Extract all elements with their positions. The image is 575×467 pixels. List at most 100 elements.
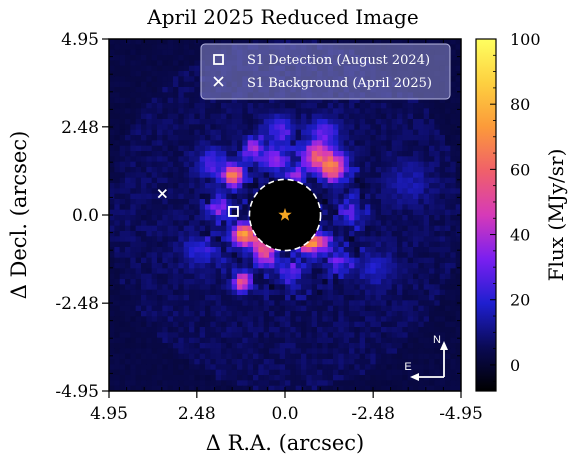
- heatmap-pixel: [423, 343, 430, 349]
- heatmap-pixel: [221, 327, 227, 333]
- heatmap-pixel: [381, 231, 387, 237]
- heatmap-pixel: [194, 188, 201, 195]
- heatmap-pixel: [215, 124, 222, 131]
- heatmap-pixel: [445, 273, 451, 280]
- heatmap-pixel: [375, 300, 382, 307]
- heatmap-pixel: [359, 193, 366, 200]
- heatmap-pixel: [381, 188, 387, 195]
- heatmap-pixel: [141, 76, 147, 83]
- heatmap-pixel: [253, 119, 259, 125]
- heatmap-pixel: [333, 183, 339, 189]
- heatmap-pixel: [114, 353, 121, 360]
- heatmap-pixel: [434, 295, 441, 301]
- heatmap-pixel: [343, 375, 350, 381]
- heatmap-pixel: [349, 279, 355, 285]
- heatmap-pixel: [210, 273, 217, 280]
- heatmap-pixel: [151, 167, 158, 173]
- heatmap-pixel: [429, 353, 435, 360]
- heatmap-pixel: [221, 295, 227, 301]
- heatmap-pixel: [109, 172, 115, 179]
- heatmap-pixel: [455, 375, 461, 381]
- heatmap-pixel: [423, 220, 430, 227]
- heatmap-pixel: [119, 225, 126, 232]
- heatmap-pixel: [450, 204, 457, 211]
- heatmap-pixel: [381, 129, 387, 136]
- heatmap-pixel: [418, 225, 425, 232]
- heatmap-pixel: [450, 119, 457, 125]
- heatmap-pixel: [109, 279, 115, 285]
- heatmap-pixel: [162, 172, 169, 179]
- compass-east-label: E: [404, 361, 411, 373]
- heatmap-pixel: [429, 167, 435, 173]
- heatmap-pixel: [130, 263, 137, 269]
- heatmap-pixel: [109, 81, 115, 88]
- heatmap-pixel: [205, 273, 211, 280]
- heatmap-pixel: [311, 183, 318, 189]
- heatmap-pixel: [343, 268, 350, 275]
- heatmap-pixel: [402, 343, 409, 349]
- heatmap-pixel: [258, 108, 265, 115]
- heatmap-pixel: [338, 135, 345, 141]
- heatmap-pixel: [311, 140, 318, 147]
- heatmap-pixel: [178, 183, 185, 189]
- heatmap-pixel: [413, 204, 419, 211]
- heatmap-pixel: [183, 81, 190, 88]
- heatmap-pixel: [333, 369, 339, 376]
- heatmap-pixel: [295, 247, 302, 253]
- heatmap-pixel: [413, 348, 419, 355]
- heatmap-pixel: [327, 225, 334, 232]
- heatmap-pixel: [274, 289, 281, 296]
- heatmap-pixel: [258, 337, 265, 344]
- heatmap-pixel: [439, 193, 446, 200]
- heatmap-pixel: [151, 369, 158, 376]
- heatmap-pixel: [359, 311, 366, 317]
- heatmap-pixel: [381, 140, 387, 147]
- heatmap-pixel: [247, 375, 254, 381]
- heatmap-pixel: [375, 135, 382, 141]
- heatmap-pixel: [199, 145, 206, 152]
- heatmap-pixel: [237, 263, 243, 269]
- heatmap-pixel: [253, 279, 259, 285]
- heatmap-pixel: [386, 252, 393, 259]
- heatmap-pixel: [349, 108, 355, 115]
- heatmap-pixel: [455, 65, 461, 72]
- heatmap-pixel: [141, 71, 147, 77]
- heatmap-pixel: [418, 193, 425, 200]
- heatmap-pixel: [237, 252, 243, 259]
- heatmap-pixel: [423, 321, 430, 328]
- heatmap-pixel: [199, 172, 206, 179]
- heatmap-pixel: [354, 273, 361, 280]
- heatmap-pixel: [199, 225, 206, 232]
- heatmap-pixel: [205, 103, 211, 109]
- heatmap-pixel: [295, 364, 302, 371]
- heatmap-pixel: [130, 348, 137, 355]
- heatmap-pixel: [423, 263, 430, 269]
- heatmap-pixel: [194, 92, 201, 99]
- heatmap-pixel: [349, 327, 355, 333]
- heatmap-pixel: [445, 188, 451, 195]
- heatmap-pixel: [226, 97, 233, 104]
- heatmap-pixel: [194, 295, 201, 301]
- heatmap-pixel: [279, 124, 286, 131]
- heatmap-pixel: [237, 156, 243, 163]
- heatmap-pixel: [311, 103, 318, 109]
- heatmap-pixel: [338, 204, 345, 211]
- heatmap-pixel: [407, 375, 414, 381]
- heatmap-pixel: [114, 343, 121, 349]
- heatmap-pixel: [434, 188, 441, 195]
- heatmap-pixel: [338, 124, 345, 131]
- heatmap-pixel: [391, 39, 398, 45]
- heatmap-pixel: [205, 172, 211, 179]
- heatmap-pixel: [311, 135, 318, 141]
- heatmap-pixel: [263, 364, 270, 371]
- heatmap-pixel: [205, 215, 211, 221]
- heatmap-pixel: [285, 369, 291, 376]
- heatmap-pixel: [423, 113, 430, 120]
- heatmap-pixel: [189, 332, 195, 339]
- heatmap-pixel: [167, 129, 174, 136]
- heatmap-pixel: [285, 39, 291, 45]
- heatmap-pixel: [269, 119, 275, 125]
- heatmap-pixel: [354, 215, 361, 221]
- heatmap-pixel: [247, 364, 254, 371]
- heatmap-pixel: [194, 135, 201, 141]
